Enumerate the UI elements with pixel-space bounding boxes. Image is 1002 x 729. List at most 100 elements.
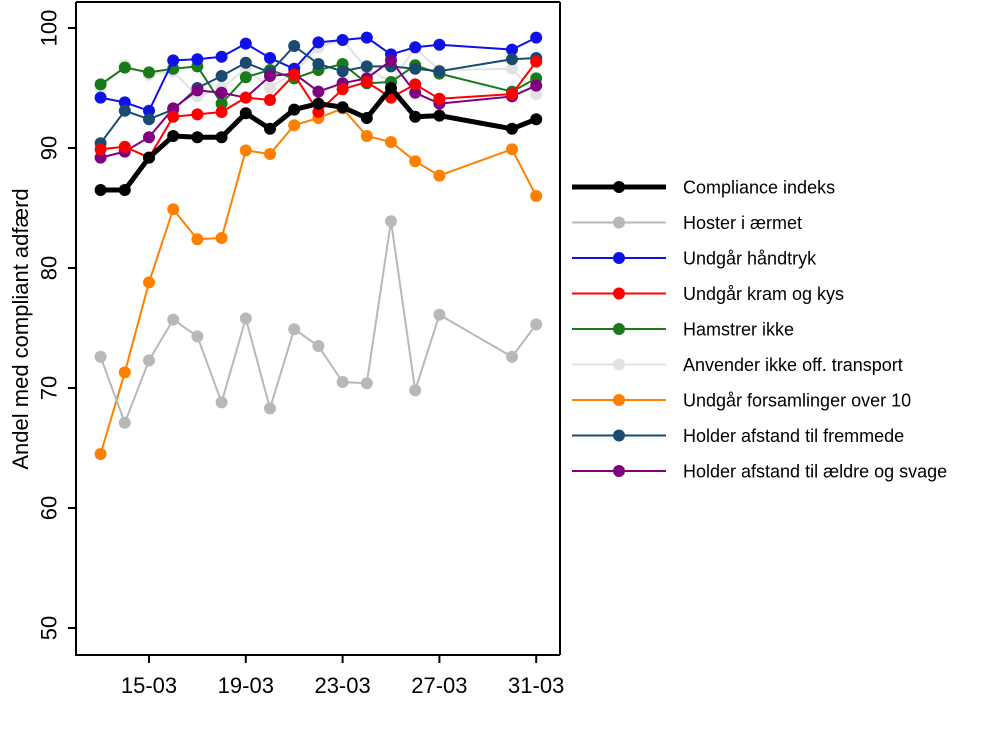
x-tick-label: 23-03 [314, 673, 370, 698]
data-point [239, 144, 252, 157]
data-point [433, 92, 446, 105]
data-point [336, 101, 349, 114]
data-point [143, 354, 155, 367]
legend: Compliance indeks Hoster i ærmet Undgår hå… [572, 177, 947, 481]
data-point [264, 402, 276, 415]
axes [75, 1, 561, 656]
y-tick-label: 80 [37, 256, 62, 280]
series [94, 31, 543, 460]
legend-label: Undgår håndtryk [683, 248, 817, 268]
data-point [239, 56, 252, 69]
data-point [530, 88, 543, 100]
legend-swatch-marker [613, 181, 625, 193]
data-point [530, 113, 543, 126]
legend-item: Holder afstand til ældre og svage [572, 461, 947, 481]
data-point [336, 376, 349, 388]
data-point [167, 203, 180, 216]
data-point [336, 83, 349, 96]
data-point [167, 130, 180, 142]
data-point [94, 350, 107, 363]
data-point [118, 366, 131, 379]
data-point [530, 55, 543, 68]
series [94, 55, 543, 164]
data-point [143, 104, 155, 117]
legend-swatch-marker [613, 216, 625, 229]
legend-label: Anvender ikke off. transport [683, 355, 903, 375]
legend-item: Holder afstand til fremmede [572, 426, 904, 446]
data-point [118, 104, 131, 117]
y-tick-label: 60 [37, 496, 62, 520]
legend-swatch-marker [613, 429, 625, 442]
data-point [118, 416, 131, 429]
legend-label: Holder afstand til fremmede [683, 426, 904, 446]
data-point [360, 112, 373, 124]
data-point [360, 76, 373, 88]
data-point [409, 41, 422, 54]
data-point [215, 232, 228, 244]
data-point [385, 136, 397, 148]
data-point [239, 91, 252, 104]
data-point [433, 38, 446, 51]
x-tick-label: 27-03 [411, 673, 467, 698]
legend-item: Hoster i ærmet [572, 213, 802, 233]
legend-label: Undgår kram og kys [683, 284, 844, 304]
data-point [506, 88, 518, 100]
data-point [385, 215, 397, 228]
data-point [167, 102, 180, 115]
data-point [312, 58, 325, 70]
data-point [191, 233, 204, 246]
data-point [239, 107, 252, 120]
data-point [385, 54, 397, 67]
data-point [288, 323, 301, 336]
data-point [264, 94, 276, 106]
data-point [433, 308, 446, 321]
data-point [409, 62, 422, 75]
data-point [264, 122, 276, 135]
data-point [506, 43, 518, 56]
legend-item: Undgår kram og kys [572, 284, 844, 304]
data-point [167, 313, 180, 326]
data-point [409, 155, 422, 168]
legend-label: Holder afstand til ældre og svage [683, 461, 947, 481]
y-tick-label: 50 [37, 616, 62, 640]
legend-item: Compliance indeks [572, 177, 835, 197]
data-point [312, 85, 325, 98]
data-point [167, 54, 180, 67]
data-point [288, 68, 301, 81]
data-point [94, 78, 107, 91]
data-point [312, 340, 325, 352]
data-point [143, 131, 155, 144]
data-point [360, 31, 373, 44]
legend-swatch-marker [613, 323, 625, 335]
data-point [118, 61, 131, 74]
ticks: 50 60 70 80 90 100 15-03 19-03 23-03 27-03 31-03 [37, 10, 565, 698]
data-point [288, 40, 301, 52]
series [94, 215, 543, 429]
data-point [336, 34, 349, 46]
data-point [239, 71, 252, 84]
legend-item: Undgår forsamlinger over 10 [572, 390, 911, 410]
data-point [94, 151, 107, 164]
x-tick-label: 15-03 [121, 673, 177, 698]
data-point [215, 131, 228, 144]
data-point [530, 79, 543, 92]
data-point [215, 97, 228, 110]
data-point [215, 86, 228, 99]
legend-label: Hoster i ærmet [683, 213, 802, 233]
y-tick-label: 100 [37, 10, 62, 47]
data-point [506, 53, 518, 66]
legend-item: Anvender ikke off. transport [572, 355, 903, 375]
data-point [191, 330, 204, 343]
data-point [94, 448, 107, 460]
legend-swatch-marker [613, 252, 625, 264]
y-tick-label: 90 [37, 136, 62, 160]
data-point [167, 110, 180, 123]
data-point [215, 396, 228, 409]
data-point [191, 131, 204, 144]
data-point [409, 86, 422, 99]
data-point [433, 65, 446, 78]
data-point [239, 37, 252, 50]
data-point [118, 140, 131, 153]
y-axis-title: Andel med compliant adfærd [8, 188, 33, 469]
legend-swatch-marker [613, 394, 625, 406]
